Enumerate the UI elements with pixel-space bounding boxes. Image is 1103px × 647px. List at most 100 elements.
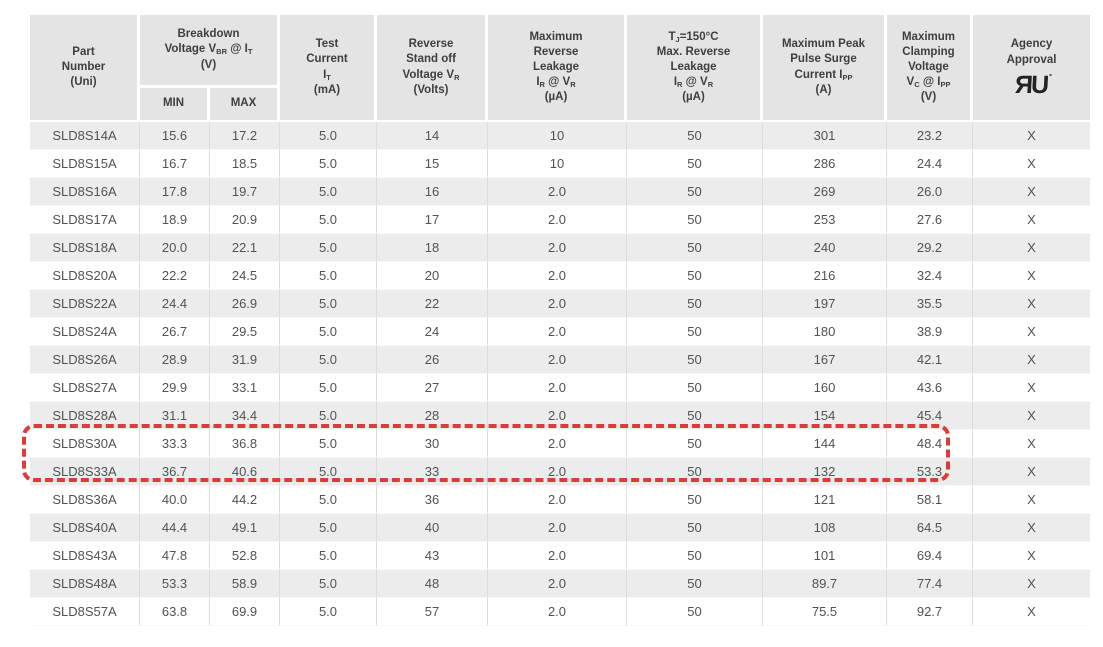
table-cell: 180 (763, 318, 887, 346)
table-cell: 101 (763, 542, 887, 570)
table-cell: 44.4 (140, 514, 210, 542)
table-cell: 5.0 (280, 598, 377, 626)
table-cell: X (973, 598, 1090, 626)
table-cell: 89.7 (763, 570, 887, 598)
table-row: SLD8S40A 44.4 49.1 5.0 40 2.0 50 108 64.5 X (30, 514, 1090, 542)
table-cell: 5.0 (280, 514, 377, 542)
table-cell: 167 (763, 346, 887, 374)
table-row: SLD8S36A 40.0 44.2 5.0 36 2.0 50 121 58.1 X (30, 486, 1090, 514)
col-header-clamping-voltage: Maximum Clamping Voltage VC @ IPP (V) (887, 15, 973, 120)
table-cell: 269 (763, 178, 887, 206)
col-header-breakdown-voltage: Breakdown Voltage VBR @ IT (V) (140, 15, 280, 88)
table-cell: 69.9 (210, 598, 280, 626)
table-cell: 2.0 (488, 178, 627, 206)
table-cell: 50 (627, 318, 763, 346)
table-cell: 2.0 (488, 542, 627, 570)
table-cell: 5.0 (280, 430, 377, 458)
table-cell: 31.1 (140, 402, 210, 430)
table-cell: 2.0 (488, 234, 627, 262)
table-cell: 47.8 (140, 542, 210, 570)
col-header-tj-reverse-leakage: TJ=150°C Max. Reverse Leakage IR @ VR (µA) (627, 15, 763, 120)
table-cell: X (973, 122, 1090, 150)
table-row: SLD8S28A 31.1 34.4 5.0 28 2.0 50 154 45.4 X (30, 402, 1090, 430)
part-number-cell: SLD8S26A (30, 346, 140, 374)
table-cell: X (973, 262, 1090, 290)
part-number-cell: SLD8S15A (30, 150, 140, 178)
col-header-min: MIN (140, 88, 210, 120)
table-cell: 28 (377, 402, 488, 430)
table-cell: X (973, 430, 1090, 458)
table-cell: 5.0 (280, 570, 377, 598)
table-cell: 33.3 (140, 430, 210, 458)
table-cell: 17.8 (140, 178, 210, 206)
table-cell: 48.4 (887, 430, 973, 458)
table-cell: 5.0 (280, 486, 377, 514)
table-cell: 49.1 (210, 514, 280, 542)
table-cell: 2.0 (488, 486, 627, 514)
table-cell: 69.4 (887, 542, 973, 570)
table-cell: 22 (377, 290, 488, 318)
table-cell: 253 (763, 206, 887, 234)
col-header-max: MAX (210, 88, 280, 120)
table-cell: 2.0 (488, 262, 627, 290)
table-cell: 40.6 (210, 458, 280, 486)
table-cell: 50 (627, 514, 763, 542)
table-cell: 24.4 (887, 150, 973, 178)
table-cell: 29.2 (887, 234, 973, 262)
table-cell: 57 (377, 598, 488, 626)
table-cell: 36.8 (210, 430, 280, 458)
table-cell: 64.5 (887, 514, 973, 542)
table-cell: 75.5 (763, 598, 887, 626)
part-number-cell: SLD8S36A (30, 486, 140, 514)
table-cell: 144 (763, 430, 887, 458)
table-cell: 50 (627, 374, 763, 402)
table-row: SLD8S30A 33.3 36.8 5.0 30 2.0 50 144 48.4 X (30, 430, 1090, 458)
table-cell: 5.0 (280, 542, 377, 570)
part-number-cell: SLD8S40A (30, 514, 140, 542)
table-cell: 40.0 (140, 486, 210, 514)
spec-table: Part Number (Uni) Breakdown Voltage VBR @ I… (30, 15, 1090, 626)
ul-recognized-icon: ЯU (1014, 70, 1049, 99)
table-cell: 53.3 (887, 458, 973, 486)
table-header: Part Number (Uni) Breakdown Voltage VBR @ I… (30, 15, 1090, 120)
table-cell: 5.0 (280, 178, 377, 206)
table-row: SLD8S27A 29.9 33.1 5.0 27 2.0 50 160 43.6 X (30, 374, 1090, 402)
table-row: SLD8S16A 17.8 19.7 5.0 16 2.0 50 269 26.0 X (30, 178, 1090, 206)
table-cell: X (973, 458, 1090, 486)
table-cell: 58.9 (210, 570, 280, 598)
agency-approval-label: Agency Approval (1006, 38, 1057, 66)
table-cell: 33 (377, 458, 488, 486)
table-cell: 44.2 (210, 486, 280, 514)
table-cell: X (973, 318, 1090, 346)
table-cell: 5.0 (280, 122, 377, 150)
table-cell: 31.9 (210, 346, 280, 374)
table-cell: 5.0 (280, 458, 377, 486)
table-row: SLD8S22A 24.4 26.9 5.0 22 2.0 50 197 35.5 X (30, 290, 1090, 318)
table-cell: X (973, 486, 1090, 514)
table-cell: 45.4 (887, 402, 973, 430)
part-number-cell: SLD8S28A (30, 402, 140, 430)
table-cell: 43 (377, 542, 488, 570)
part-number-cell: SLD8S22A (30, 290, 140, 318)
table-cell: 50 (627, 234, 763, 262)
table-cell: 2.0 (488, 570, 627, 598)
table-cell: 20 (377, 262, 488, 290)
table-cell: 26.0 (887, 178, 973, 206)
part-number-cell: SLD8S20A (30, 262, 140, 290)
table-cell: 35.5 (887, 290, 973, 318)
table-cell: 24.5 (210, 262, 280, 290)
table-cell: 301 (763, 122, 887, 150)
table-cell: 19.7 (210, 178, 280, 206)
table-cell: 50 (627, 486, 763, 514)
table-body: SLD8S14A 15.6 17.2 5.0 14 10 50 301 23.2 X SLD8S15… (30, 122, 1090, 626)
table-cell: 36 (377, 486, 488, 514)
table-cell: 52.8 (210, 542, 280, 570)
table-cell: 5.0 (280, 318, 377, 346)
part-number-cell: SLD8S30A (30, 430, 140, 458)
table-row: SLD8S24A 26.7 29.5 5.0 24 2.0 50 180 38.9 X (30, 318, 1090, 346)
table-cell: 10 (488, 122, 627, 150)
table-row: SLD8S18A 20.0 22.1 5.0 18 2.0 50 240 29.2 X (30, 234, 1090, 262)
table-row: SLD8S17A 18.9 20.9 5.0 17 2.0 50 253 27.6 X (30, 206, 1090, 234)
table-cell: 42.1 (887, 346, 973, 374)
part-number-cell: SLD8S16A (30, 178, 140, 206)
